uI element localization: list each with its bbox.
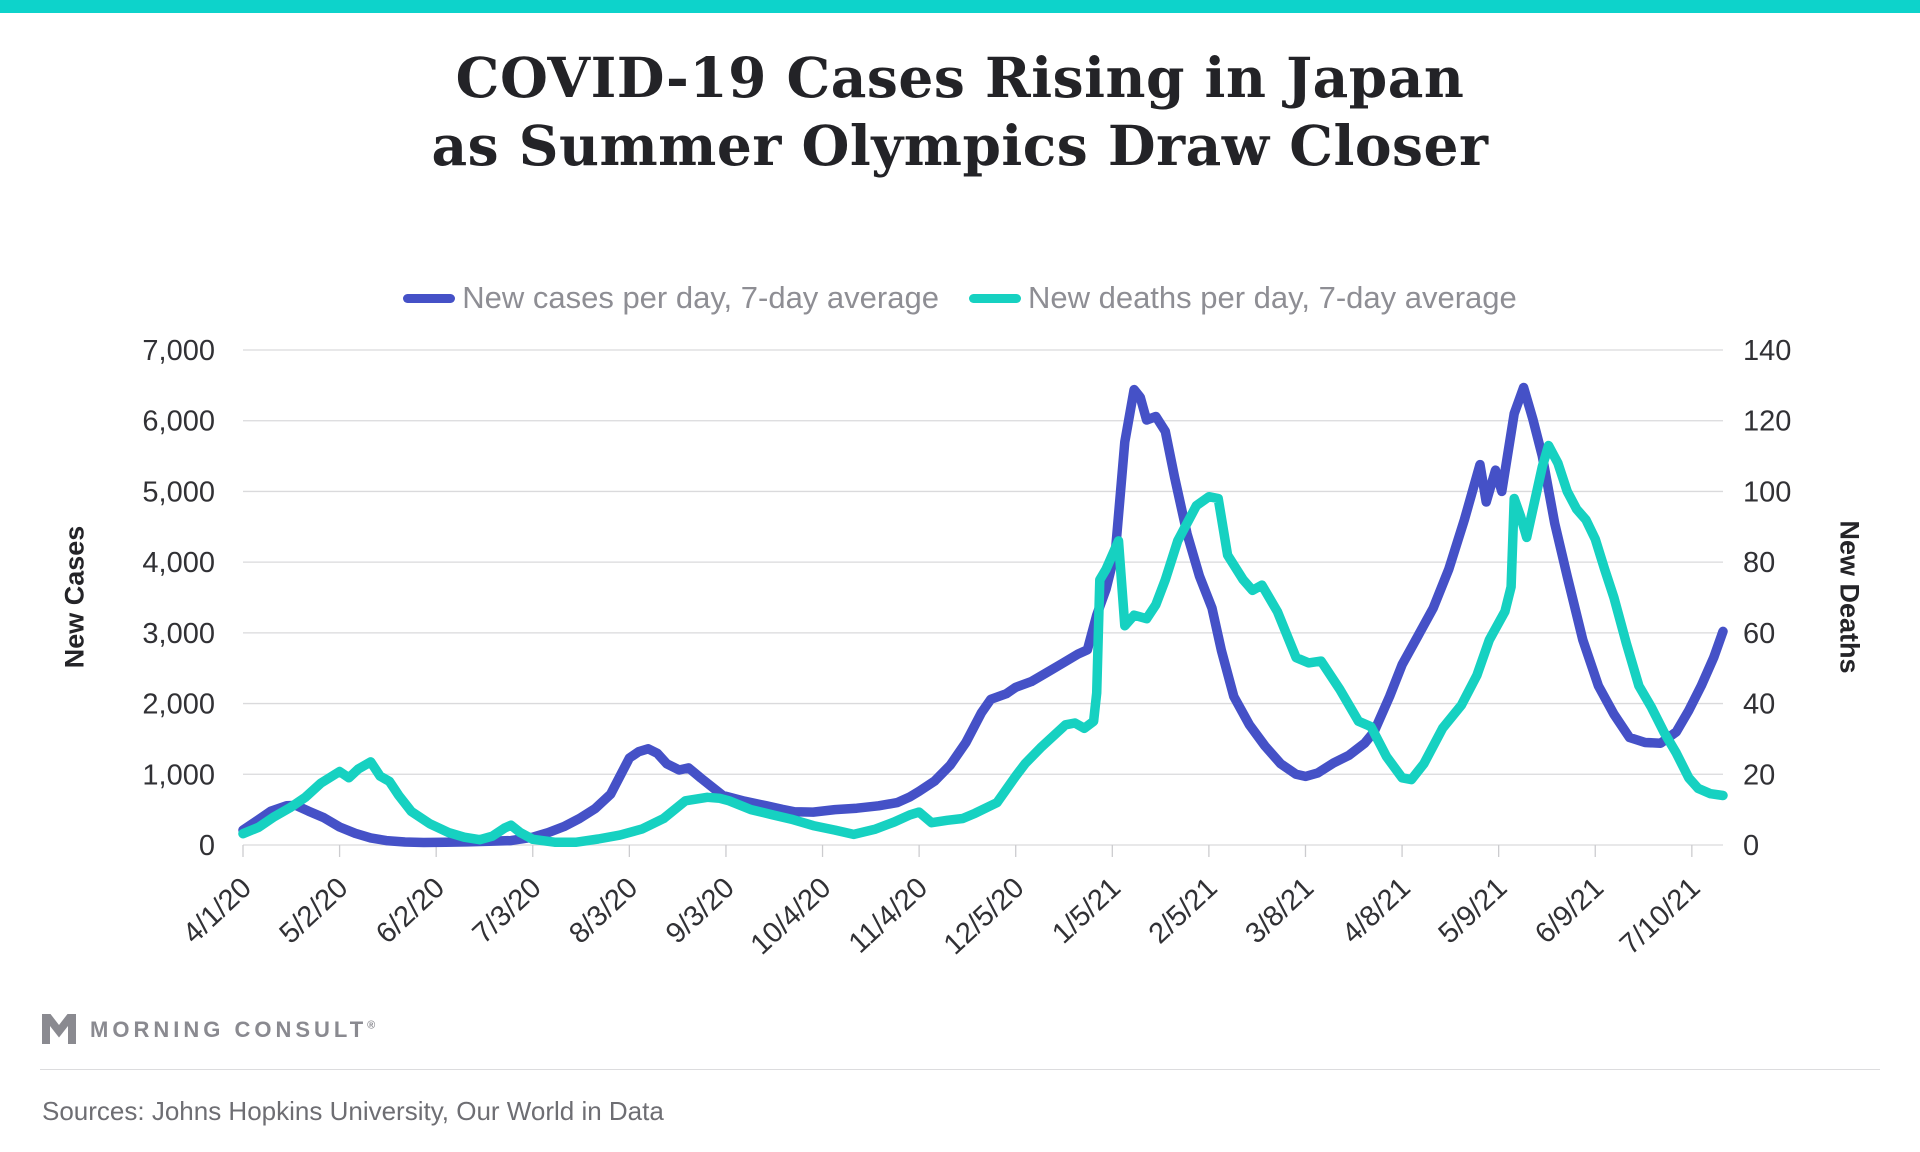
- chart-title: COVID-19 Cases Rising in Japan as Summer…: [0, 44, 1920, 180]
- x-axis-tick-label: 7/3/20: [467, 872, 548, 950]
- right-axis-tick-label: 40: [1743, 689, 1775, 721]
- brand-wordmark: MORNING CONSULT®: [90, 1016, 380, 1042]
- x-axis-tick-label: 1/5/21: [1046, 872, 1127, 950]
- right-axis-tick-label: 60: [1743, 618, 1775, 650]
- top-accent-bar: [0, 0, 1920, 13]
- footer-divider: [40, 1069, 1880, 1070]
- x-axis-tick-label: 9/3/20: [660, 872, 741, 950]
- right-axis-tick-label: 120: [1743, 406, 1791, 438]
- left-axis-tick-label: 2,000: [142, 689, 215, 721]
- right-axis-tick-label: 140: [1743, 335, 1791, 367]
- cases-legend-swatch: [403, 293, 456, 303]
- x-axis-tick-label: 7/10/21: [1614, 872, 1707, 961]
- legend-item-deaths: New deaths per day, 7-day average: [968, 280, 1517, 316]
- x-axis-tick-label: 3/8/21: [1239, 872, 1320, 950]
- left-axis-title: New Cases: [59, 525, 90, 669]
- x-axis-tick-label: 5/9/21: [1433, 872, 1514, 950]
- x-axis-tick-label: 6/9/21: [1529, 872, 1610, 950]
- right-axis-tick-label: 20: [1743, 759, 1775, 791]
- left-axis-tick-labels: 0 1,000 2,000 3,000 4,000 5,000 6,000 7,000: [142, 335, 215, 862]
- brand-logo: MORNING CONSULT®: [42, 1014, 379, 1045]
- x-axis-tick-label: 2/5/21: [1143, 872, 1224, 950]
- x-axis-tick-label: 5/2/20: [274, 872, 355, 950]
- cases-line: [238, 382, 1728, 848]
- deaths-line: [238, 440, 1728, 847]
- x-axis-tick-label: 8/3/20: [563, 872, 644, 950]
- deaths-legend-swatch: [968, 293, 1021, 303]
- x-axis-tick-label: 6/2/20: [370, 872, 451, 950]
- x-axis-tick-labels: 4/1/20 5/2/20 6/2/20 7/3/20 8/3/20 9/3/20 10/4…: [177, 872, 1707, 961]
- x-axis-tick-label: 4/8/21: [1336, 872, 1417, 950]
- x-axis-tick-label: 4/1/20: [177, 872, 258, 950]
- gridlines: [243, 349, 1723, 846]
- left-axis-tick-label: 4,000: [142, 547, 215, 579]
- right-axis-tick-label: 0: [1743, 830, 1759, 862]
- left-axis-tick-label: 5,000: [142, 476, 215, 508]
- registered-mark: ®: [367, 1019, 380, 1032]
- morning-consult-m-icon: [42, 1014, 76, 1044]
- x-axis-tick-label: 12/5/20: [938, 872, 1031, 961]
- chart-title-line1: COVID-19 Cases Rising in Japan: [455, 45, 1465, 110]
- cases-legend-label: New cases per day, 7-day average: [462, 280, 939, 315]
- right-axis-tick-labels: 0 20 40 60 80 100 120 140: [1743, 335, 1791, 862]
- x-axis-tick-label: 10/4/20: [745, 872, 838, 961]
- left-axis-tick-label: 7,000: [142, 335, 215, 367]
- x-axis-tick-label: 11/4/20: [843, 872, 934, 960]
- chart-title-line2: as Summer Olympics Draw Closer: [431, 113, 1489, 178]
- right-axis-tick-label: 100: [1743, 476, 1791, 508]
- right-axis-title: New Deaths: [1834, 520, 1865, 674]
- legend-item-cases: New cases per day, 7-day average: [403, 280, 939, 316]
- right-axis-tick-label: 80: [1743, 547, 1775, 579]
- left-axis-tick-label: 6,000: [142, 406, 215, 438]
- sources-note: Sources: Johns Hopkins University, Our W…: [42, 1096, 664, 1126]
- legend: New cases per day, 7-day average New dea…: [0, 280, 1920, 316]
- left-axis-tick-label: 3,000: [142, 618, 215, 650]
- left-axis-tick-label: 1,000: [142, 759, 215, 791]
- deaths-legend-label: New deaths per day, 7-day average: [1027, 280, 1517, 315]
- left-axis-tick-label: 0: [199, 830, 215, 862]
- x-axis-ticks: [242, 845, 1693, 857]
